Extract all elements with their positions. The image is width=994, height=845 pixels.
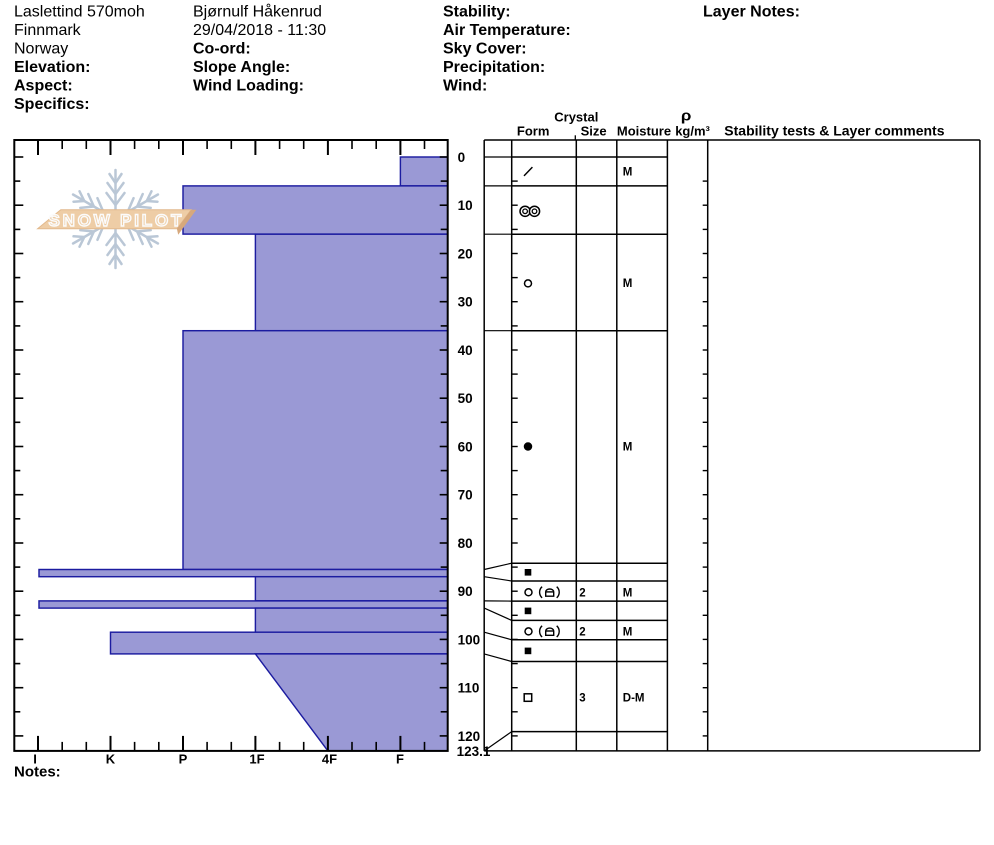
svg-text:Slope Angle:: Slope Angle: bbox=[193, 59, 290, 76]
svg-text:30: 30 bbox=[458, 295, 473, 310]
svg-text:Moisture: Moisture bbox=[617, 123, 671, 138]
svg-text:0: 0 bbox=[458, 150, 466, 165]
svg-text:D-M: D-M bbox=[623, 693, 645, 705]
svg-text:123.1: 123.1 bbox=[457, 744, 491, 759]
svg-text:Wind Loading:: Wind Loading: bbox=[193, 78, 304, 95]
svg-text:P: P bbox=[179, 751, 188, 766]
svg-text:70: 70 bbox=[458, 488, 473, 503]
svg-text:F: F bbox=[396, 751, 404, 766]
svg-text:29/04/2018 - 11:30: 29/04/2018 - 11:30 bbox=[193, 22, 326, 39]
svg-text:Form: Form bbox=[517, 123, 550, 138]
svg-text:Precipitation:: Precipitation: bbox=[443, 59, 545, 76]
svg-text:10: 10 bbox=[458, 198, 473, 213]
svg-text:Finnmark: Finnmark bbox=[14, 22, 82, 39]
svg-text:M: M bbox=[623, 166, 633, 178]
svg-text:3: 3 bbox=[579, 693, 585, 705]
svg-text:50: 50 bbox=[458, 391, 473, 406]
svg-text:Stability:: Stability: bbox=[443, 4, 511, 21]
svg-text:M: M bbox=[623, 587, 633, 599]
svg-text:Air Temperature:: Air Temperature: bbox=[443, 22, 571, 39]
svg-text:Co-ord:: Co-ord: bbox=[193, 41, 251, 58]
svg-text:Stability tests & Layer commen: Stability tests & Layer comments bbox=[724, 122, 944, 138]
svg-text:100: 100 bbox=[458, 632, 481, 647]
svg-text:Elevation:: Elevation: bbox=[14, 59, 90, 76]
svg-text:M: M bbox=[623, 441, 633, 453]
svg-text:M: M bbox=[623, 627, 633, 639]
svg-text:Size: Size bbox=[581, 123, 607, 138]
svg-text:90: 90 bbox=[458, 584, 473, 599]
svg-text:80: 80 bbox=[458, 536, 473, 551]
svg-text:Norway: Norway bbox=[14, 41, 68, 58]
svg-text:2: 2 bbox=[579, 627, 585, 639]
svg-text:20: 20 bbox=[458, 247, 473, 262]
svg-text:SNOW PILOT: SNOW PILOT bbox=[49, 211, 185, 230]
svg-text:kg/m³: kg/m³ bbox=[675, 123, 710, 138]
svg-text:Crystal: Crystal bbox=[554, 110, 598, 125]
svg-text:40: 40 bbox=[458, 343, 473, 358]
svg-text:M: M bbox=[623, 278, 633, 290]
svg-text:Aspect:: Aspect: bbox=[14, 78, 73, 95]
svg-text:Laslettind 570moh: Laslettind 570moh bbox=[14, 4, 145, 21]
svg-text:Notes:: Notes: bbox=[14, 764, 61, 781]
svg-text:K: K bbox=[106, 751, 116, 766]
svg-text:60: 60 bbox=[458, 440, 473, 455]
svg-text:Layer Notes:: Layer Notes: bbox=[703, 4, 800, 21]
svg-text:120: 120 bbox=[458, 729, 481, 744]
svg-text:2: 2 bbox=[579, 587, 585, 599]
svg-text:Bjørnulf Håkenrud: Bjørnulf Håkenrud bbox=[193, 3, 322, 21]
svg-text:4F: 4F bbox=[322, 751, 337, 766]
svg-text:110: 110 bbox=[458, 681, 480, 696]
svg-text:Sky Cover:: Sky Cover: bbox=[443, 41, 527, 58]
svg-text:ρ: ρ bbox=[681, 107, 692, 124]
svg-text:Specifics:: Specifics: bbox=[14, 96, 90, 113]
svg-text:1F: 1F bbox=[249, 751, 264, 766]
svg-text:Wind:: Wind: bbox=[443, 78, 487, 95]
